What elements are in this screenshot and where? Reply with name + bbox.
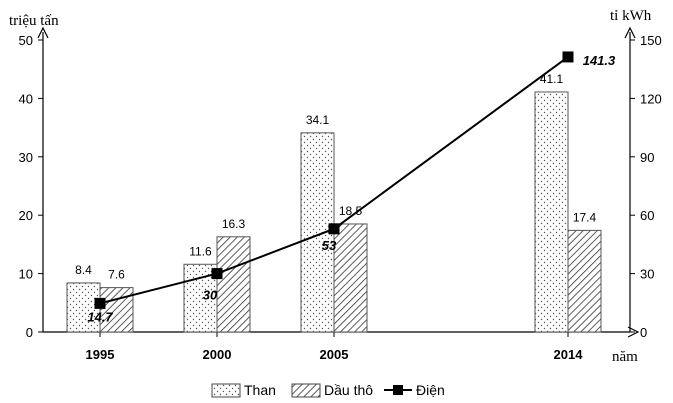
right-tick-label: 30 bbox=[640, 267, 654, 282]
legend-swatch-than bbox=[211, 383, 241, 398]
line-label-dien: 14.7 bbox=[87, 309, 113, 324]
point-dien bbox=[562, 51, 574, 63]
right-tick-label: 90 bbox=[640, 150, 654, 165]
bar-label-than: 11.6 bbox=[189, 244, 212, 258]
line-series bbox=[94, 51, 574, 309]
bar-dau-tho bbox=[567, 229, 602, 333]
bar-label-than: 34.1 bbox=[306, 113, 330, 127]
x-axis-title: năm bbox=[612, 349, 638, 365]
right-tick-label: 120 bbox=[640, 91, 662, 106]
bar-dau-tho bbox=[216, 236, 251, 333]
legend: Than Dầu thô Điện bbox=[211, 382, 445, 398]
right-tick-label: 0 bbox=[640, 325, 647, 340]
right-tick-label: 150 bbox=[640, 33, 662, 48]
data-labels: 8.4 11.6 34.1 41.1 7.6 16.3 18.5 17.4 14.7 30 53 14… bbox=[75, 53, 616, 324]
left-tick-label: 20 bbox=[19, 208, 33, 223]
legend-swatch-dien-marker bbox=[393, 385, 403, 395]
left-tick-label: 40 bbox=[19, 91, 33, 106]
x-tick-label: 2000 bbox=[203, 347, 232, 362]
right-axis-arrow bbox=[624, 26, 636, 39]
line-label-dien: 53 bbox=[322, 238, 337, 253]
left-axis-title: triệu tấn bbox=[9, 13, 59, 29]
axes: 0 10 20 30 40 50 0 30 60 90 120 150 1995 2000 2005 2014 bbox=[19, 26, 662, 362]
right-axis-title: tỉ kWh bbox=[610, 8, 652, 24]
left-tick-label: 0 bbox=[26, 325, 33, 340]
x-tick-label: 2005 bbox=[320, 347, 349, 362]
left-tick-label: 50 bbox=[19, 33, 33, 48]
bar-dau-tho bbox=[333, 223, 368, 333]
legend-label-dau-tho: Dầu thô bbox=[324, 382, 373, 398]
point-dien bbox=[211, 268, 223, 280]
bar-label-than: 41.1 bbox=[540, 72, 564, 86]
bar-dau-tho bbox=[99, 287, 134, 333]
line-label-dien: 141.3 bbox=[583, 53, 616, 68]
bar-than bbox=[534, 91, 569, 333]
point-dien bbox=[94, 297, 106, 309]
bar-label-than: 8.4 bbox=[75, 263, 92, 277]
legend-label-than: Than bbox=[244, 382, 276, 398]
right-tick-label: 60 bbox=[640, 208, 654, 223]
bars bbox=[66, 91, 602, 333]
point-dien bbox=[328, 223, 340, 235]
left-tick-label: 10 bbox=[19, 267, 33, 282]
line-dien bbox=[99, 56, 569, 305]
bar-label-dau-tho: 18.5 bbox=[339, 204, 363, 218]
x-tick-label: 2014 bbox=[554, 347, 584, 362]
left-axis-arrow bbox=[37, 26, 49, 39]
legend-swatch-dau-tho bbox=[291, 383, 321, 398]
x-tick-label: 1995 bbox=[86, 347, 115, 362]
bar-label-dau-tho: 17.4 bbox=[573, 210, 597, 224]
line-label-dien: 30 bbox=[203, 288, 218, 303]
bar-label-dau-tho: 16.3 bbox=[222, 217, 246, 231]
legend-label-dien: Điện bbox=[416, 382, 445, 398]
bar-label-dau-tho: 7.6 bbox=[108, 268, 125, 282]
x-axis-arrow bbox=[627, 326, 640, 338]
left-tick-label: 30 bbox=[19, 150, 33, 165]
